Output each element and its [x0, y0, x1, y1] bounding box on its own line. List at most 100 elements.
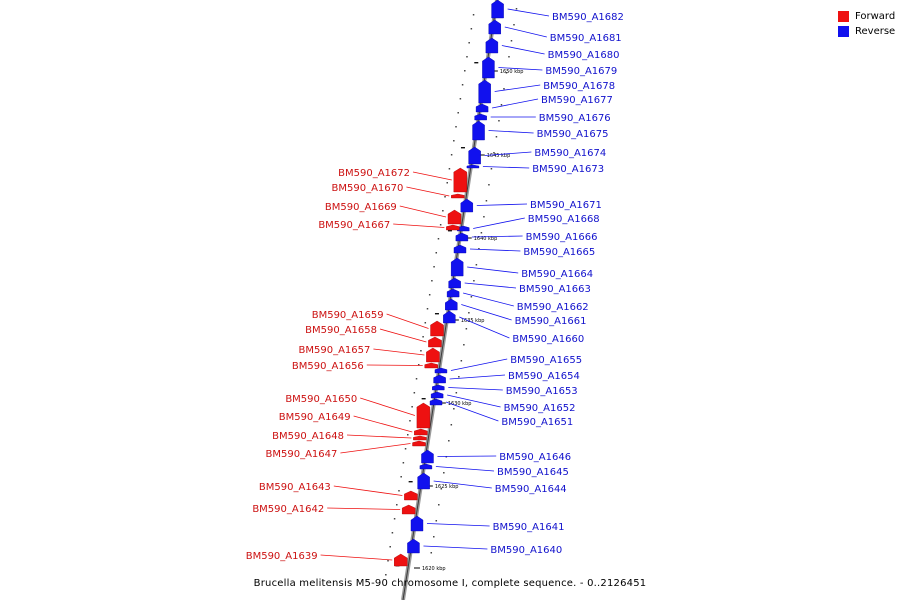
marker-dot	[450, 424, 453, 426]
marker-dot	[455, 126, 457, 128]
marker-dot	[443, 472, 445, 474]
marker-dot	[407, 434, 409, 436]
forward-gene-arrow	[424, 362, 438, 369]
reverse-gene-arrow	[430, 391, 444, 399]
reverse-gene-arrow	[443, 310, 456, 324]
marker-dot	[468, 42, 470, 44]
marker-dot	[503, 88, 505, 90]
marker-dot	[426, 308, 429, 310]
marker-dot	[430, 552, 433, 554]
forward-gene-label: BM590_A1658	[305, 325, 377, 336]
reverse-label-leader	[473, 217, 525, 229]
reverse-gene-arrow	[421, 449, 434, 464]
reverse-gene-label: BM590_A1660	[512, 334, 584, 345]
forward-gene-arrow	[446, 224, 460, 231]
reverse-gene-arrow	[445, 298, 458, 311]
marker-dot	[404, 448, 407, 450]
marker-dot	[415, 378, 418, 380]
forward-gene-label: BM590_A1648	[272, 431, 344, 442]
tick-label: 1625 kbp	[435, 484, 459, 490]
forward-label-leader	[327, 507, 401, 510]
marker-dot	[459, 98, 462, 100]
marker-dot	[402, 462, 405, 464]
reverse-gene-label: BM590_A1681	[550, 33, 622, 44]
marker-dash	[460, 147, 465, 149]
forward-gene-label: BM590_A1667	[318, 220, 390, 231]
forward-gene-label: BM590_A1669	[325, 202, 397, 213]
forward-gene-arrow	[401, 504, 416, 515]
marker-dot	[413, 392, 416, 394]
reverse-label-leader	[433, 480, 492, 489]
marker-dash	[421, 398, 426, 400]
marker-dot	[493, 152, 495, 154]
reverse-label-leader	[476, 203, 528, 206]
reverse-label-leader	[492, 98, 539, 109]
marker-dot	[510, 40, 513, 42]
tick-marks: 1650 kbp 1645 kbp 1640 kbp 1635 kbp 1630 kbp…	[414, 69, 523, 572]
marker-dot	[391, 532, 394, 534]
marker-dot	[460, 360, 463, 362]
legend-reverse: Reverse	[838, 24, 895, 39]
reverse-gene-label: BM590_A1666	[526, 232, 598, 243]
reverse-gene-arrow	[453, 244, 467, 254]
forward-label-leader	[379, 328, 427, 343]
marker-dot	[473, 280, 475, 282]
reverse-gene-label: BM590_A1677	[541, 95, 613, 106]
marker-dot	[457, 112, 459, 114]
tick-label: 1620 kbp	[422, 566, 446, 572]
reverse-gene-label: BM590_A1641	[493, 522, 565, 533]
marker-dot	[463, 344, 465, 346]
marker-dot	[433, 536, 435, 538]
reverse-gene-arrow	[485, 37, 499, 54]
marker-dot	[498, 120, 500, 122]
marker-dot	[495, 136, 498, 138]
marker-dot	[480, 232, 483, 234]
reverse-gene-label: BM590_A1662	[517, 302, 589, 313]
marker-dot	[439, 224, 442, 226]
reverse-label-leader	[435, 466, 495, 472]
reverse-label-leader	[447, 394, 501, 408]
marker-dot	[478, 248, 480, 250]
reverse-gene-arrow	[460, 198, 474, 213]
marker-dot	[385, 574, 387, 576]
reverse-gene-label: BM590_A1680	[548, 50, 620, 61]
reverse-gene-arrow	[432, 384, 445, 391]
marker-dot	[464, 70, 466, 72]
reverse-gene-label: BM590_A1668	[528, 214, 600, 225]
reverse-gene-label: BM590_A1664	[521, 269, 593, 280]
marker-dot	[466, 56, 468, 58]
reverse-gene-arrow	[407, 538, 420, 554]
reverse-label-leader	[445, 401, 499, 422]
reverse-label-leader	[448, 387, 503, 391]
reverse-label-leader	[449, 374, 506, 380]
forward-gene-arrow	[416, 402, 431, 429]
legend: Forward Reverse	[838, 9, 895, 39]
marker-dot	[472, 14, 475, 16]
forward-label-leader	[353, 415, 413, 433]
reverse-gene-label: BM590_A1652	[504, 403, 576, 414]
reverse-gene-label: BM590_A1675	[537, 129, 609, 140]
forward-label-leader	[333, 485, 403, 496]
reverse-gene-arrow	[429, 398, 443, 406]
reverse-gene-arrow	[450, 257, 464, 277]
marker-dot	[428, 294, 431, 296]
marker-dot	[417, 364, 420, 366]
marker-dot	[444, 196, 446, 198]
marker-dot	[450, 154, 453, 156]
marker-dot	[465, 328, 468, 330]
legend-forward-label: Forward	[855, 11, 896, 22]
marker-dot	[458, 376, 460, 378]
forward-gene-arrow	[451, 193, 465, 199]
reverse-label-leader	[482, 166, 530, 169]
marker-dot	[470, 28, 473, 30]
forward-swatch	[838, 11, 849, 22]
reverse-gene-arrow	[457, 225, 470, 232]
reverse-gene-arrow	[455, 232, 469, 242]
reverse-gene-label: BM590_A1676	[539, 113, 611, 124]
forward-gene-label: BM590_A1659	[312, 310, 384, 321]
marker-dot	[437, 238, 440, 240]
marker-dot	[500, 104, 503, 106]
gene-features	[394, 0, 504, 567]
forward-gene-arrow	[414, 428, 428, 436]
